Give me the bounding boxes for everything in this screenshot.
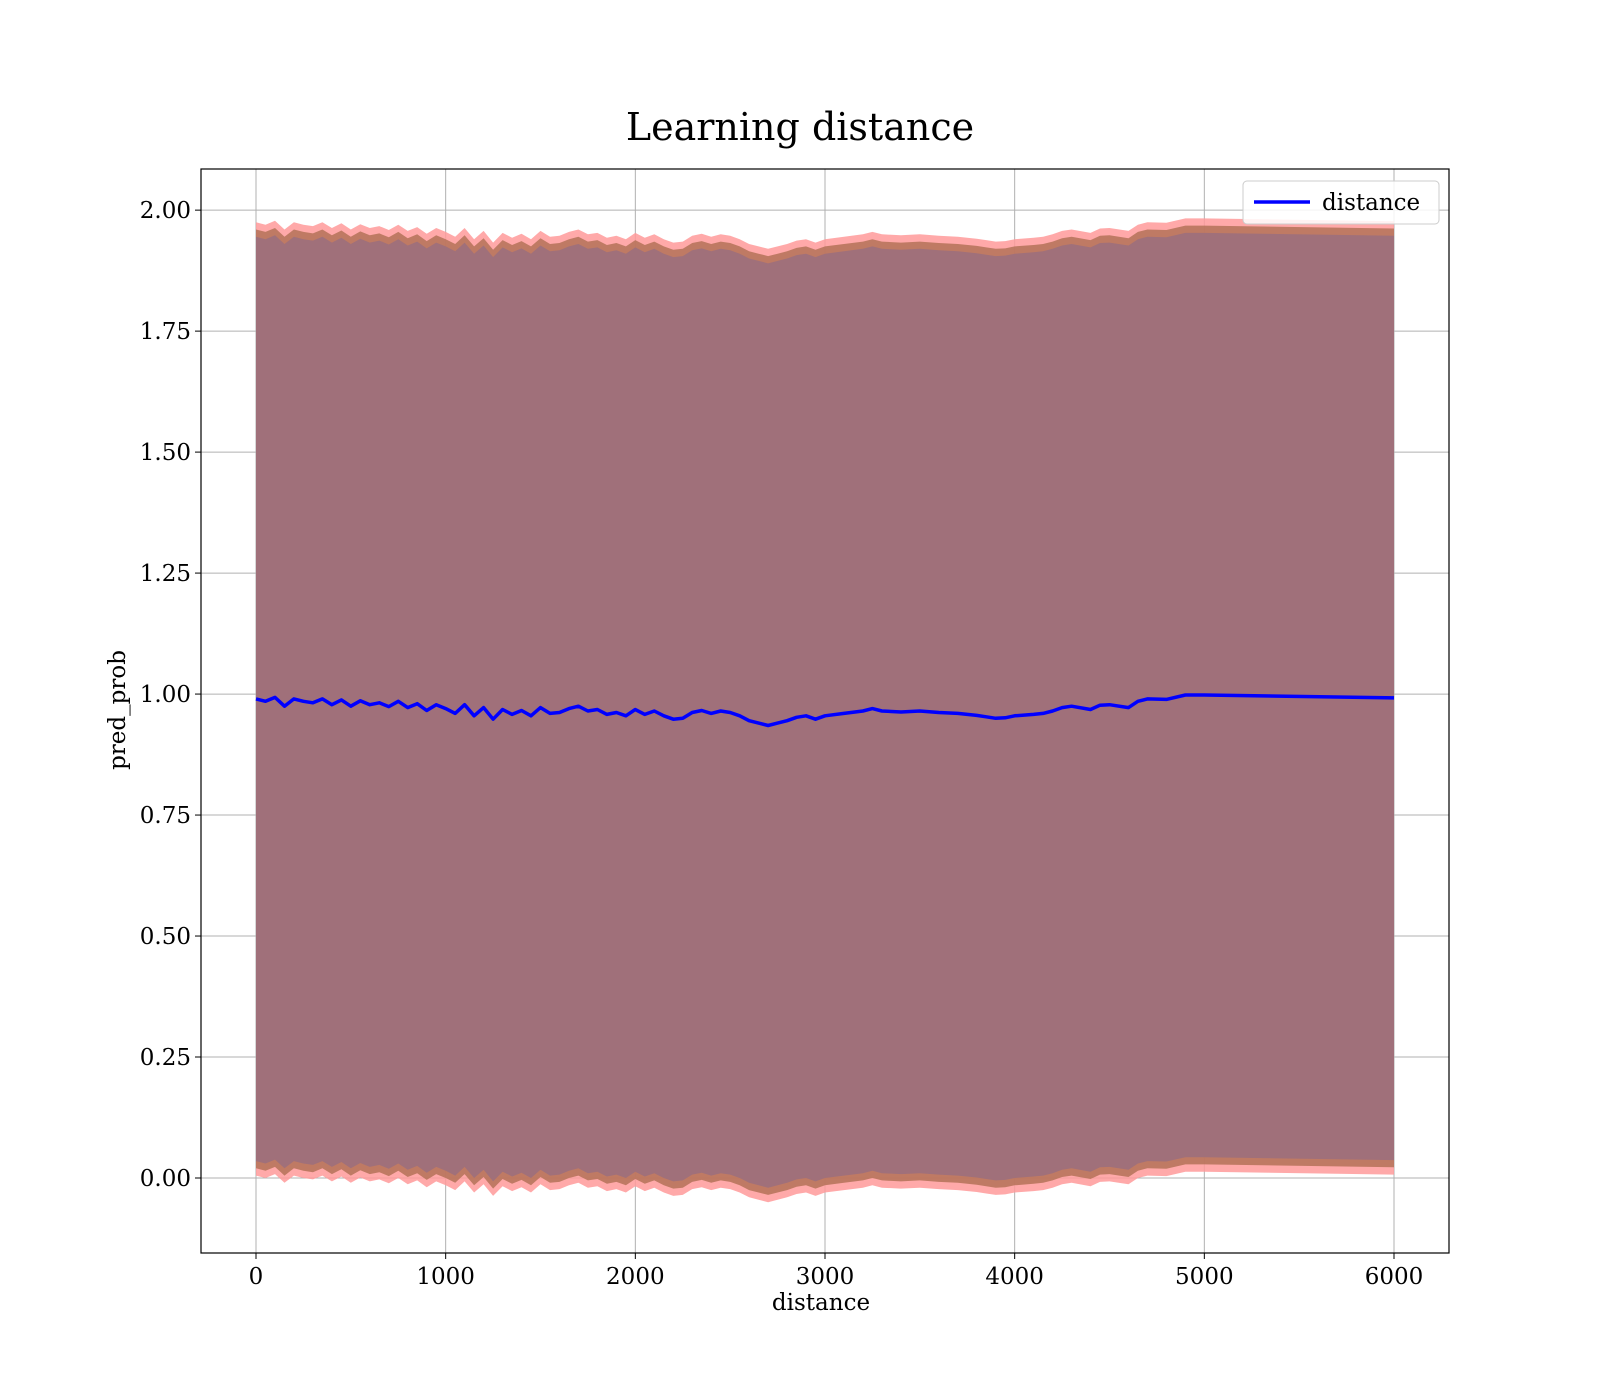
y-tick-label: 1.25	[140, 561, 191, 587]
y-tick-label: 1.00	[140, 682, 191, 708]
y-tick-label: 0.00	[140, 1166, 191, 1192]
x-axis-ticks: 0 1000 2000 3000 4000 5000 6000	[249, 1253, 1424, 1290]
y-axis-ticks: 0.00 0.25 0.50 0.75 1.00 1.25 1.50 1.75 2.00	[140, 198, 201, 1192]
chart-title: Learning distance	[626, 105, 974, 149]
x-tick-label: 2000	[606, 1264, 665, 1290]
legend-label-distance: distance	[1322, 190, 1420, 216]
x-tick-label: 6000	[1365, 1264, 1424, 1290]
x-tick-label: 3000	[796, 1264, 855, 1290]
legend-box	[1242, 180, 1440, 225]
x-tick-label: 5000	[1175, 1264, 1234, 1290]
y-tick-label: 1.50	[140, 440, 191, 466]
y-tick-label: 0.25	[140, 1045, 191, 1071]
y-tick-label: 1.75	[140, 319, 191, 345]
y-tick-label: 0.50	[140, 924, 191, 950]
x-axis-label: distance	[772, 1290, 870, 1316]
y-axis-label: pred_prob	[105, 650, 131, 770]
legend: distance	[1242, 180, 1440, 225]
core-confidence-band	[256, 232, 1394, 1188]
series-lines	[255, 693, 1395, 728]
series-line-distance	[255, 693, 1395, 728]
confidence-bands	[256, 218, 1394, 1203]
x-tick-label: 0	[249, 1264, 264, 1290]
x-tick-label: 1000	[416, 1264, 475, 1290]
x-tick-label: 4000	[985, 1264, 1044, 1290]
y-tick-label: 2.00	[140, 198, 191, 224]
y-tick-label: 0.75	[140, 803, 191, 829]
